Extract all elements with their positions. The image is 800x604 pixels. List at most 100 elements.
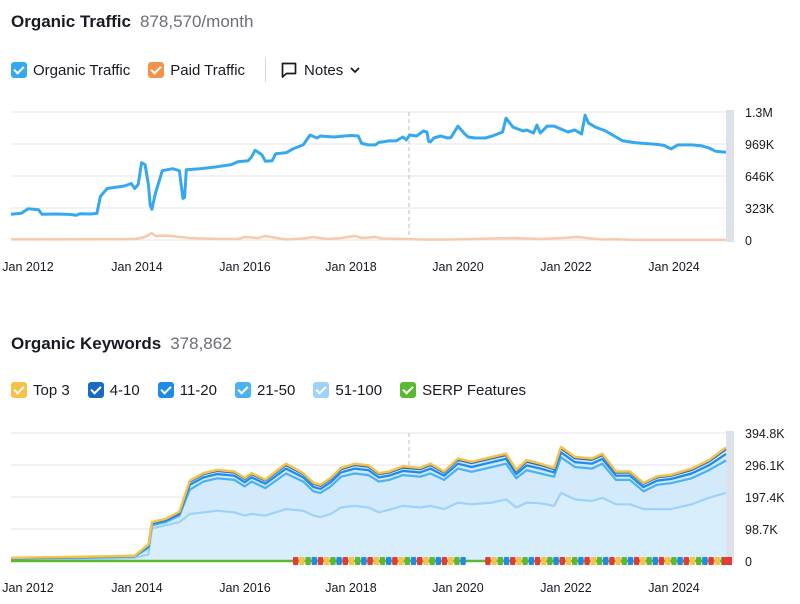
serp-feature-marker (634, 557, 640, 565)
serp-feature-marker (708, 557, 714, 565)
note-icon (281, 62, 297, 78)
line-top-3 (10, 445, 727, 560)
serp-feature-marker (379, 557, 386, 565)
x-tick-label: Jan 2016 (219, 260, 270, 274)
area-51-100 (11, 492, 726, 561)
serp-feature-marker (609, 557, 615, 565)
serp-feature-marker (485, 557, 491, 565)
x-tick-label: Jan 2016 (219, 581, 270, 595)
serp-feature-marker (596, 557, 603, 565)
serp-feature-marker (572, 557, 578, 565)
traffic-legend: Organic Traffic Paid Traffic Notes (11, 58, 361, 82)
serp-feature-marker (386, 557, 392, 565)
legend-organic-traffic[interactable]: Organic Traffic (11, 62, 130, 79)
serp-feature-marker (293, 557, 299, 565)
serp-feature-marker (361, 557, 367, 565)
serp-feature-marker (516, 557, 522, 565)
serp-feature-marker (336, 557, 342, 565)
serp-feature-marker (311, 557, 317, 565)
serp-feature-marker (392, 557, 398, 565)
serp-feature-marker (305, 557, 311, 565)
serp-feature-marker (497, 557, 503, 565)
paid-checkbox-icon[interactable] (148, 62, 165, 78)
y-tick-label: 197.4K (745, 491, 785, 505)
legend-label: 11-20 (179, 381, 217, 399)
traffic-value: 878,570/month (139, 12, 254, 31)
serp-feature-marker (448, 557, 454, 565)
legend-organic-label: Organic Traffic (33, 61, 131, 79)
y-tick-label: 0 (745, 234, 752, 248)
serp-feature-marker (615, 557, 621, 565)
serp-feature-marker (646, 557, 652, 565)
x-tick-label: Jan 2022 (540, 260, 591, 274)
x-tick-label: Jan 2014 (111, 260, 162, 274)
serp-feature-marker (373, 557, 379, 565)
serp-feature-marker (584, 557, 590, 565)
x-tick-label: Jan 2018 (325, 260, 376, 274)
organic-keywords-chart[interactable]: 0 98.7K 197.4K 296.1K 394.8K Jan 2012 Jan 2014… (0, 421, 800, 601)
organic-traffic-chart[interactable]: 0 323K 646K 969K 1.3M Jan 2012 Jan 2014 Jan 201… (0, 100, 800, 280)
serp-feature-marker (559, 557, 565, 565)
line-21-50 (10, 456, 727, 560)
y-tick-label: 0 (745, 555, 752, 569)
serp-feature-marker (702, 557, 708, 565)
organic-traffic-line (10, 113, 727, 217)
checkbox-icon[interactable] (313, 382, 330, 398)
y-tick-label: 296.1K (745, 459, 785, 473)
y-tick-label: 1.3M (745, 106, 773, 120)
legend-51-100[interactable]: 51-100 (313, 382, 382, 399)
range-rail (726, 431, 734, 563)
legend-serp-features[interactable]: SERP Features (400, 382, 526, 399)
serp-feature-marker (367, 557, 373, 565)
x-tick-label: Jan 2012 (2, 581, 53, 595)
legend-divider (265, 58, 267, 82)
serp-feature-marker (417, 557, 423, 565)
legend-label: 4-10 (109, 381, 140, 399)
serp-feature-marker (603, 557, 609, 565)
legend-label: 51-100 (335, 381, 383, 399)
range-rail (726, 110, 734, 242)
x-tick-label: Jan 2022 (540, 581, 591, 595)
serp-feature-marker (429, 557, 435, 565)
checkbox-icon[interactable] (87, 382, 104, 398)
checkbox-icon[interactable] (11, 382, 27, 398)
traffic-header: Organic Traffic 878,570/month (11, 12, 253, 32)
line-11-20 (10, 451, 727, 560)
x-tick-label: Jan 2024 (648, 260, 699, 274)
legend-label: Top 3 (33, 381, 70, 399)
legend-paid-label: Paid Traffic (170, 61, 246, 79)
legend-top-3[interactable]: Top 3 (11, 382, 70, 399)
checkbox-icon[interactable] (235, 382, 251, 398)
serp-feature-marker (460, 557, 466, 565)
serp-feature-marker (665, 557, 671, 565)
serp-feature-marker (627, 557, 634, 565)
keywords-value: 378,862 (170, 334, 232, 353)
legend-21-50[interactable]: 21-50 (235, 382, 295, 399)
y-tick-label: 323K (745, 202, 775, 216)
serp-feature-marker (553, 557, 559, 565)
x-tick-label: Jan 2020 (432, 260, 483, 274)
serp-feature-marker (722, 557, 732, 565)
legend-11-20[interactable]: 11-20 (157, 381, 217, 399)
legend-paid-traffic[interactable]: Paid Traffic (148, 62, 245, 79)
notes-dropdown[interactable]: Notes (280, 61, 361, 79)
serp-feature-marker (342, 557, 348, 565)
checkbox-icon[interactable] (400, 382, 417, 398)
checkbox-icon[interactable] (157, 382, 174, 398)
keywords-header: Organic Keywords 378,862 (11, 334, 232, 354)
legend-label: SERP Features (422, 381, 527, 399)
chevron-down-icon (350, 67, 360, 73)
serp-feature-marker (652, 557, 658, 565)
serp-feature-marker (578, 557, 584, 565)
organic-checkbox-icon[interactable] (11, 62, 27, 78)
serp-feature-marker (435, 557, 441, 565)
serp-feature-marker (677, 557, 683, 565)
serp-feature-marker (640, 557, 646, 565)
x-tick-label: Jan 2014 (111, 581, 162, 595)
serp-feature-marker (683, 557, 689, 565)
serp-feature-marker (503, 557, 510, 565)
paid-traffic-line (10, 231, 726, 242)
legend-4-10[interactable]: 4-10 (87, 381, 140, 399)
serp-feature-marker (491, 557, 497, 565)
serp-feature-marker (522, 557, 528, 565)
